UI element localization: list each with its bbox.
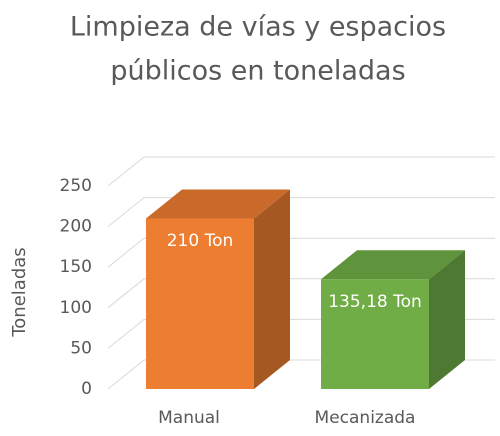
y-tick-label: 150 [60,257,92,277]
y-tick-label: 100 [60,298,92,318]
value-label: 210 Ton [146,224,254,258]
x-tick-label: Mecanizada [315,408,416,428]
y-tick-label: 200 [60,217,92,237]
value-label: 135,18 Ton [321,285,429,319]
bar-side [254,189,290,389]
value-label-box: 135,18 Ton [321,285,429,365]
chart-title: Limpieza de vías y espacios [70,12,446,43]
y-tick-label: 50 [70,338,92,358]
chart-title: públicos en toneladas [110,56,405,87]
y-tick-label: 0 [81,379,92,399]
chart: Limpieza de vías y espacios públicos en … [0,0,500,432]
x-tick-label: Manual [158,408,220,428]
y-tick-label: 250 [60,176,92,196]
value-label-box: 210 Ton [146,224,254,304]
page: Limpieza de vías y espacios públicos en … [0,0,500,436]
grid-line [108,157,495,186]
y-axis-title: Toneladas [9,247,30,337]
